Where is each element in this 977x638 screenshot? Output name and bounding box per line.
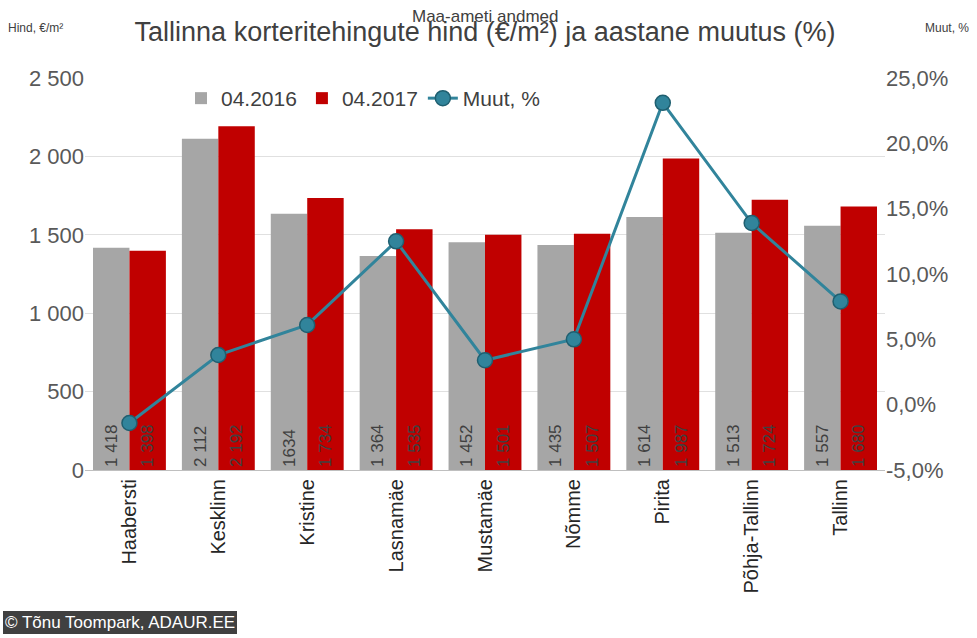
svg-text:Tallinna korteritehingute hind: Tallinna korteritehingute hind (€/m²) ja… (135, 17, 836, 47)
svg-text:1634: 1634 (280, 429, 299, 467)
svg-text:2 112: 2 112 (191, 426, 210, 467)
svg-text:Haabersti: Haabersti (118, 479, 140, 565)
svg-text:1 734: 1 734 (316, 424, 335, 467)
svg-text:25,0%: 25,0% (886, 66, 948, 91)
svg-text:1 724: 1 724 (760, 424, 779, 467)
svg-text:5,0%: 5,0% (886, 327, 936, 352)
svg-text:1 680: 1 680 (849, 424, 868, 467)
svg-text:1 614: 1 614 (635, 424, 654, 467)
svg-text:1 557: 1 557 (813, 424, 832, 467)
svg-text:1 398: 1 398 (138, 424, 157, 467)
svg-text:Maa-ameti andmed: Maa-ameti andmed (412, 7, 558, 26)
svg-text:Pirita: Pirita (651, 478, 673, 524)
svg-text:1 364: 1 364 (368, 424, 387, 467)
svg-text:Lasnamäe: Lasnamäe (385, 479, 407, 572)
svg-text:10,0%: 10,0% (886, 262, 948, 287)
svg-text:-5,0%: -5,0% (886, 458, 943, 483)
svg-text:15,0%: 15,0% (886, 196, 948, 221)
svg-text:2 192: 2 192 (227, 424, 246, 467)
svg-text:Kesklinn: Kesklinn (207, 479, 229, 555)
svg-text:1 000: 1 000 (29, 301, 84, 326)
svg-text:0: 0 (72, 458, 84, 483)
svg-text:0,0%: 0,0% (886, 392, 936, 417)
svg-text:Põhja-Tallinn: Põhja-Tallinn (740, 479, 762, 594)
svg-text:500: 500 (47, 379, 84, 404)
svg-text:1 987: 1 987 (672, 424, 691, 467)
svg-text:Muut, %: Muut, % (463, 87, 540, 110)
svg-text:2 000: 2 000 (29, 144, 84, 169)
svg-text:1 501: 1 501 (494, 424, 513, 467)
svg-text:© Tõnu Toompark, ADAUR.EE: © Tõnu Toompark, ADAUR.EE (5, 613, 235, 632)
svg-text:1 452: 1 452 (457, 424, 476, 467)
svg-text:1 507: 1 507 (583, 424, 602, 467)
svg-text:1 418: 1 418 (102, 424, 121, 467)
svg-text:Kristine: Kristine (296, 479, 318, 546)
svg-text:04.2017: 04.2017 (342, 87, 418, 110)
svg-text:1 513: 1 513 (724, 424, 743, 467)
svg-text:1 535: 1 535 (405, 424, 424, 467)
svg-text:1 435: 1 435 (546, 424, 565, 467)
svg-text:20,0%: 20,0% (886, 131, 948, 156)
svg-text:Hind, €/m²: Hind, €/m² (8, 21, 63, 35)
svg-text:Nõmme: Nõmme (562, 479, 584, 549)
svg-text:Tallinn: Tallinn (829, 479, 851, 536)
svg-text:1 500: 1 500 (29, 223, 84, 248)
svg-text:04.2016: 04.2016 (221, 87, 297, 110)
svg-text:2 500: 2 500 (29, 66, 84, 91)
svg-text:Muut, %: Muut, % (925, 21, 969, 35)
svg-text:Mustamäe: Mustamäe (474, 479, 496, 572)
